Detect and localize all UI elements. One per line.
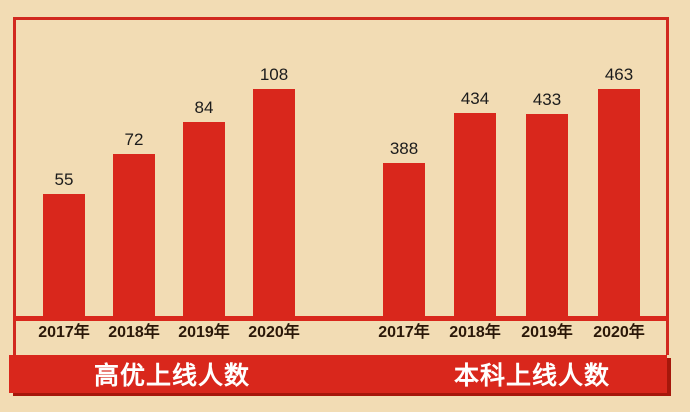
x-axis-label: 2019年 — [178, 324, 230, 341]
bar-value-label: 433 — [532, 90, 562, 109]
bar-value-label: 72 — [124, 130, 144, 149]
bar-group1-2 — [113, 154, 155, 316]
chart-frame-border — [13, 17, 669, 355]
bar-group2-2 — [454, 113, 496, 316]
bar-group1-4 — [253, 89, 295, 316]
category-banner: 高优上线人数 本科上线人数 — [9, 355, 667, 393]
bar-value-label: 388 — [389, 139, 419, 158]
bar-group1-3 — [183, 122, 225, 316]
bar-group2-4 — [598, 89, 640, 316]
bar-group2-1 — [383, 163, 425, 316]
x-axis-baseline — [13, 316, 669, 321]
x-axis-label: 2019年 — [521, 324, 573, 341]
x-axis-label: 2017年 — [378, 324, 430, 341]
x-axis-label: 2020年 — [248, 324, 300, 341]
x-axis-label: 2020年 — [593, 324, 645, 341]
group-title-benke: 本科上线人数 — [453, 362, 611, 390]
bar-value-label: 434 — [460, 89, 490, 108]
x-axis-label: 2018年 — [108, 324, 160, 341]
bar-value-label: 108 — [259, 65, 289, 84]
bar-value-label: 84 — [194, 98, 214, 117]
group-title-gaoyou: 高优上线人数 — [93, 362, 251, 390]
x-axis-label: 2017年 — [38, 324, 90, 341]
bar-value-label: 55 — [54, 170, 74, 189]
bar-group1-1 — [43, 194, 85, 316]
bar-group2-3 — [526, 114, 568, 316]
bar-value-label: 463 — [604, 65, 634, 84]
x-axis-label: 2018年 — [449, 324, 501, 341]
